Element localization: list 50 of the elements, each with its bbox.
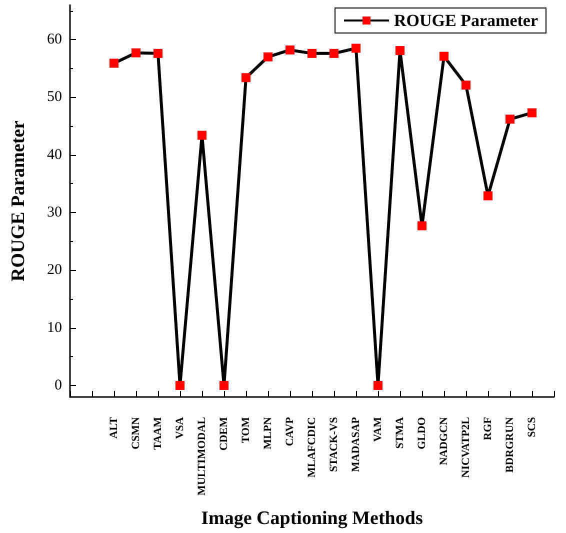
- x-axis-title: Image Captioning Methods: [201, 508, 423, 529]
- y-tick-label: 40: [47, 146, 62, 163]
- x-tick-label: GLDO: [416, 416, 428, 450]
- point: [308, 48, 316, 58]
- y-tick-label: 20: [47, 262, 62, 278]
- point: [198, 130, 206, 140]
- x-tick-label: VSA: [174, 416, 186, 440]
- y-tick-label: 10: [47, 320, 62, 336]
- x-tick-label: SCS: [526, 417, 538, 438]
- x-tick-label: MADASAP: [350, 416, 362, 472]
- x-tick-label: MLPN: [262, 416, 274, 450]
- point: [110, 58, 118, 68]
- point: [396, 46, 404, 56]
- x-tick-label: TAAM: [152, 416, 164, 450]
- point: [176, 380, 184, 390]
- point: [330, 48, 338, 58]
- point: [264, 52, 272, 62]
- point: [506, 114, 514, 124]
- x-tick-label: NICVATP2L: [460, 417, 472, 478]
- y-tick-label: 30: [47, 204, 62, 221]
- x-tick-label: TOM: [240, 416, 252, 444]
- x-tick-label: ALT: [108, 416, 120, 439]
- point: [154, 48, 162, 58]
- x-tick-label: CDEM: [218, 416, 230, 451]
- point: [132, 48, 140, 58]
- y-axis-title: ROUGE Parameter: [8, 120, 29, 282]
- x-tick-label: CSMN: [130, 416, 142, 450]
- x-tick-label: NADGCN: [438, 416, 450, 466]
- x-tick-label: STACK-VS: [328, 417, 340, 472]
- point: [462, 80, 470, 90]
- x-tick-label: STMA: [394, 416, 406, 449]
- x-tick-label: BDRGRUN: [504, 416, 516, 473]
- x-tick-label: MULTIMODAL: [196, 417, 208, 496]
- x-tick-label: CAVP: [284, 416, 296, 446]
- point: [374, 380, 382, 390]
- point: [528, 108, 536, 118]
- point: [242, 73, 250, 82]
- y-tick-label: 0: [54, 377, 62, 394]
- x-tick-label: MLAFCDIC: [306, 416, 318, 478]
- y-tick-label: 50: [47, 89, 62, 106]
- point: [286, 45, 294, 54]
- point: [440, 52, 448, 61]
- legend-label: ROUGE Parameter: [394, 11, 538, 30]
- x-tick-label: VAM: [372, 416, 384, 442]
- x-tick-label: RGF: [482, 416, 494, 440]
- point: [220, 380, 228, 390]
- point: [352, 44, 360, 53]
- point: [418, 221, 426, 230]
- point: [484, 191, 492, 200]
- y-tick-label: 60: [47, 32, 62, 48]
